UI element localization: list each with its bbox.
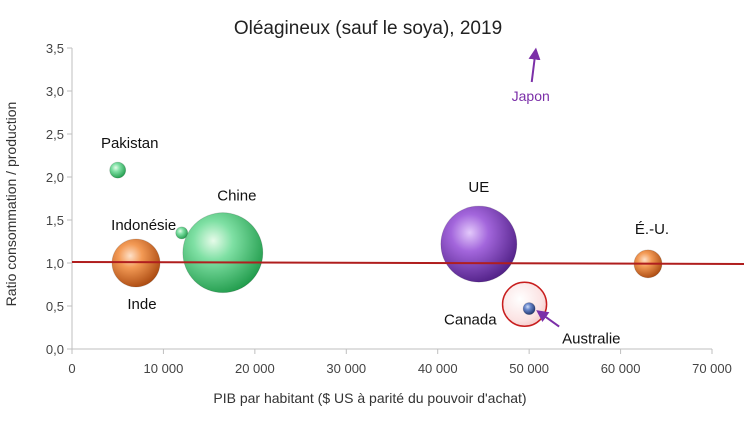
label-canada: Canada bbox=[444, 311, 497, 328]
bubble-ue bbox=[440, 205, 518, 283]
y-tick-label: 2,5 bbox=[46, 127, 64, 142]
japon-arrow bbox=[528, 47, 541, 83]
label-indonesie: Indonésie bbox=[111, 217, 176, 234]
x-tick-label: 70 000 bbox=[692, 361, 732, 376]
bubble-pakistan bbox=[109, 161, 127, 179]
x-tick-label: 10 000 bbox=[144, 361, 184, 376]
y-tick-label: 0,5 bbox=[46, 299, 64, 314]
y-tick-label: 3,5 bbox=[46, 41, 64, 56]
y-tick-label: 2,0 bbox=[46, 170, 64, 185]
x-tick-label: 20 000 bbox=[235, 361, 275, 376]
y-tick-label: 0,0 bbox=[46, 342, 64, 357]
y-tick-label: 3,0 bbox=[46, 84, 64, 99]
australie-pointer-arrow bbox=[536, 310, 560, 328]
bubble-layer bbox=[109, 161, 663, 328]
y-tick-label: 1,0 bbox=[46, 256, 64, 271]
x-tick-label: 60 000 bbox=[601, 361, 641, 376]
y-axis-label: Ratio consommation / production bbox=[3, 102, 19, 307]
x-axis: 0 10 000 20 000 30 000 40 000 50 000 60 000 70 … bbox=[68, 348, 732, 376]
bubble-indonesie bbox=[175, 226, 189, 240]
x-tick-label: 0 bbox=[68, 361, 75, 376]
x-tick-label: 40 000 bbox=[418, 361, 458, 376]
y-axis: 0,0 0,5 1,0 1,5 2,0 2,5 3,0 3,5 bbox=[46, 41, 73, 357]
label-inde: Inde bbox=[127, 296, 156, 313]
bubble-australie bbox=[522, 302, 536, 315]
bubble-label-layer: Pakistan Indonésie Inde Chine UE Canada Austra… bbox=[101, 47, 669, 348]
label-pakistan: Pakistan bbox=[101, 135, 159, 152]
y-tick-label: 1,5 bbox=[46, 213, 64, 228]
label-e-u: É.-U. bbox=[635, 221, 669, 238]
x-axis-label: PIB par habitant ($ US à parité du pouvo… bbox=[213, 390, 526, 406]
x-tick-label: 50 000 bbox=[509, 361, 549, 376]
label-chine: Chine bbox=[217, 188, 256, 205]
reference-line bbox=[71, 261, 745, 265]
bubble-canada bbox=[501, 281, 548, 328]
label-ue: UE bbox=[468, 179, 489, 196]
x-tick-label: 30 000 bbox=[326, 361, 366, 376]
bubble-chine bbox=[182, 212, 264, 294]
label-japon: Japon bbox=[512, 88, 550, 104]
reference-line-layer bbox=[71, 261, 745, 265]
label-australie: Australie bbox=[562, 331, 620, 348]
chart-title: Oléagineux (sauf le soya), 2019 bbox=[234, 18, 502, 39]
